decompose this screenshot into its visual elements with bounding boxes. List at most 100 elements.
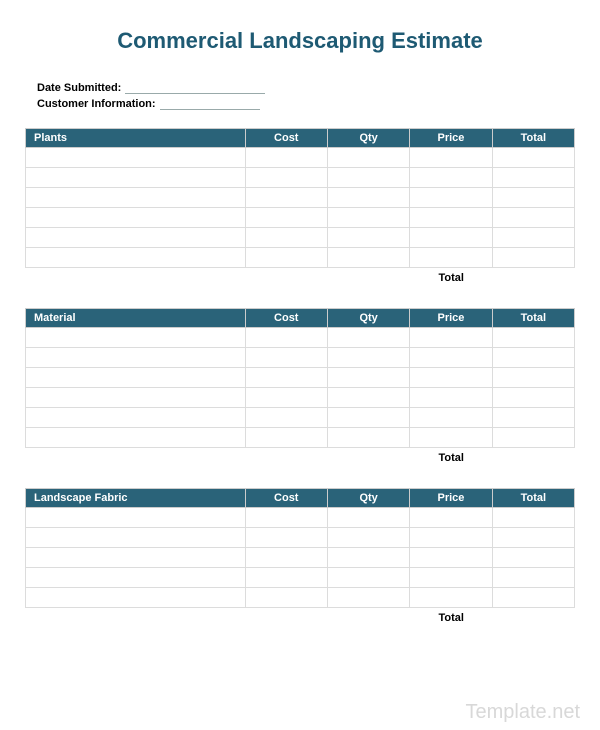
table-cell — [245, 228, 327, 248]
material-total-row: Total — [25, 448, 575, 468]
col-cost: Cost — [245, 309, 327, 328]
col-price: Price — [410, 309, 492, 328]
table-cell — [492, 368, 574, 388]
table-cell — [410, 228, 492, 248]
col-total: Total — [492, 309, 574, 328]
col-qty: Qty — [327, 129, 409, 148]
table-cell — [410, 508, 492, 528]
col-cost: Cost — [245, 129, 327, 148]
table-cell — [327, 208, 409, 228]
table-cell — [327, 248, 409, 268]
table-row — [26, 168, 575, 188]
table-cell — [492, 328, 574, 348]
table-cell — [26, 168, 246, 188]
fabric-total-row: Total — [25, 608, 575, 628]
table-cell — [26, 368, 246, 388]
table-cell — [410, 168, 492, 188]
table-cell — [26, 428, 246, 448]
date-submitted-line — [125, 82, 265, 94]
table-cell — [245, 148, 327, 168]
table-cell — [410, 188, 492, 208]
table-cell — [492, 388, 574, 408]
section-fabric: Landscape Fabric Cost Qty Price Total To… — [25, 488, 575, 628]
col-material: Material — [26, 309, 246, 328]
table-cell — [327, 428, 409, 448]
table-cell — [492, 348, 574, 368]
table-row — [26, 368, 575, 388]
col-qty: Qty — [327, 489, 409, 508]
table-row — [26, 588, 575, 608]
table-cell — [492, 508, 574, 528]
table-cell — [245, 168, 327, 188]
table-cell — [245, 528, 327, 548]
col-price: Price — [410, 129, 492, 148]
table-header-row: Landscape Fabric Cost Qty Price Total — [26, 489, 575, 508]
fabric-total-label: Total — [410, 612, 493, 624]
table-row — [26, 428, 575, 448]
table-cell — [492, 428, 574, 448]
table-header-row: Material Cost Qty Price Total — [26, 309, 575, 328]
page-title: Commercial Landscaping Estimate — [25, 28, 575, 54]
table-row — [26, 568, 575, 588]
table-row — [26, 548, 575, 568]
table-cell — [26, 348, 246, 368]
table-cell — [492, 148, 574, 168]
info-block: Date Submitted: Customer Information: — [25, 82, 575, 110]
table-cell — [410, 148, 492, 168]
table-cell — [410, 588, 492, 608]
table-cell — [492, 548, 574, 568]
table-cell — [245, 368, 327, 388]
table-cell — [26, 188, 246, 208]
table-cell — [245, 508, 327, 528]
table-cell — [327, 188, 409, 208]
table-cell — [492, 528, 574, 548]
table-cell — [327, 588, 409, 608]
section-plants: Plants Cost Qty Price Total Total — [25, 128, 575, 288]
table-cell — [26, 388, 246, 408]
table-cell — [410, 368, 492, 388]
table-cell — [410, 428, 492, 448]
table-cell — [26, 208, 246, 228]
table-cell — [245, 588, 327, 608]
table-cell — [410, 568, 492, 588]
table-cell — [327, 528, 409, 548]
fabric-table: Landscape Fabric Cost Qty Price Total — [25, 488, 575, 608]
table-cell — [410, 408, 492, 428]
table-row — [26, 188, 575, 208]
table-cell — [327, 388, 409, 408]
table-cell — [245, 348, 327, 368]
table-cell — [410, 328, 492, 348]
table-header-row: Plants Cost Qty Price Total — [26, 129, 575, 148]
table-cell — [327, 368, 409, 388]
table-cell — [492, 228, 574, 248]
table-row — [26, 328, 575, 348]
table-cell — [327, 508, 409, 528]
table-row — [26, 348, 575, 368]
table-row — [26, 408, 575, 428]
table-cell — [327, 168, 409, 188]
table-cell — [492, 208, 574, 228]
table-cell — [26, 228, 246, 248]
table-row — [26, 508, 575, 528]
table-cell — [327, 408, 409, 428]
table-cell — [26, 328, 246, 348]
table-cell — [26, 588, 246, 608]
table-cell — [492, 408, 574, 428]
table-cell — [410, 348, 492, 368]
table-cell — [26, 548, 246, 568]
table-cell — [327, 228, 409, 248]
plants-total-label: Total — [410, 272, 493, 284]
table-cell — [410, 528, 492, 548]
material-total-label: Total — [410, 452, 493, 464]
customer-info-row: Customer Information: — [37, 98, 575, 110]
col-fabric: Landscape Fabric — [26, 489, 246, 508]
table-cell — [26, 148, 246, 168]
table-cell — [327, 348, 409, 368]
table-row — [26, 388, 575, 408]
col-cost: Cost — [245, 489, 327, 508]
table-cell — [492, 248, 574, 268]
plants-tbody — [26, 148, 575, 268]
table-cell — [327, 148, 409, 168]
table-row — [26, 528, 575, 548]
table-cell — [245, 548, 327, 568]
